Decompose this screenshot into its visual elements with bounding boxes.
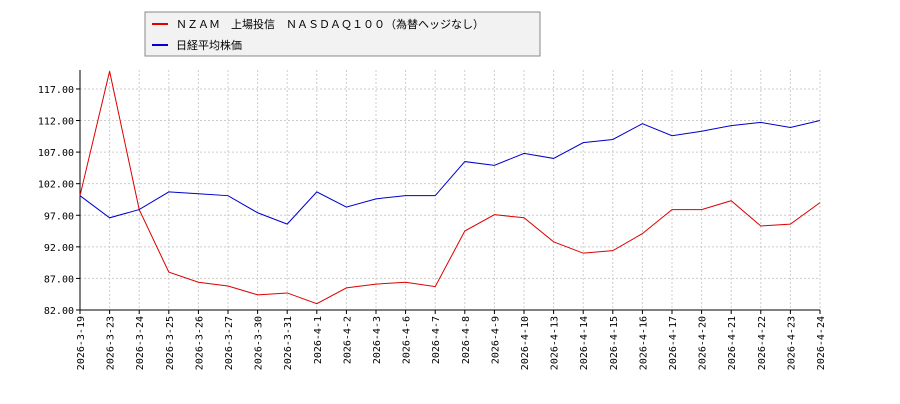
x-tick-label: 2026-3-25 bbox=[165, 316, 176, 370]
x-tick-label: 2026-3-31 bbox=[283, 316, 294, 370]
y-tick-label: 102.00 bbox=[38, 180, 74, 191]
x-tick-label: 2026-4-20 bbox=[698, 316, 709, 370]
y-tick-label: 82.00 bbox=[44, 306, 74, 317]
x-tick-label: 2026-4-8 bbox=[461, 316, 472, 364]
x-tick-label: 2026-4-1 bbox=[313, 316, 324, 364]
series-line bbox=[79, 71, 821, 305]
x-tick-label: 2026-3-27 bbox=[224, 316, 235, 370]
x-tick-label: 2026-4-13 bbox=[550, 316, 561, 370]
legend-label: ＮＺＡＭ 上場投信 ＮＡＳＤＡＱ１００（為替ヘッジなし） bbox=[176, 17, 484, 31]
x-tick-label: 2026-3-19 bbox=[76, 316, 87, 370]
x-tick-label: 2026-4-23 bbox=[786, 316, 797, 370]
x-tick-label: 2026-4-6 bbox=[402, 316, 413, 364]
x-tick-label: 2026-4-21 bbox=[727, 316, 738, 370]
x-tick-label: 2026-4-10 bbox=[520, 316, 531, 370]
x-tick-label: 2026-4-2 bbox=[342, 316, 353, 364]
y-tick-label: 87.00 bbox=[44, 274, 74, 285]
series-line bbox=[79, 120, 821, 225]
x-tick-label: 2026-4-3 bbox=[372, 316, 383, 364]
y-tick-label: 92.00 bbox=[44, 243, 74, 254]
y-tick-label: 117.00 bbox=[38, 85, 74, 96]
y-tick-label: 107.00 bbox=[38, 148, 74, 159]
x-tick-label: 2026-4-17 bbox=[668, 316, 679, 370]
y-tick-label: 112.00 bbox=[38, 117, 74, 128]
x-tick-label: 2026-4-16 bbox=[638, 316, 649, 370]
x-tick-label: 2026-3-30 bbox=[254, 316, 265, 370]
x-tick-label: 2026-3-23 bbox=[106, 316, 117, 370]
x-tick-label: 2026-3-26 bbox=[194, 316, 205, 370]
x-tick-label: 2026-4-7 bbox=[431, 316, 442, 364]
y-tick-label: 97.00 bbox=[44, 211, 74, 222]
x-tick-label: 2026-4-9 bbox=[490, 316, 501, 364]
x-tick-label: 2026-4-24 bbox=[816, 316, 827, 370]
x-tick-label: 2026-4-22 bbox=[757, 316, 768, 370]
x-tick-label: 2026-4-14 bbox=[579, 316, 590, 370]
x-tick-label: 2026-4-15 bbox=[609, 316, 620, 370]
legend-label: 日経平均株価 bbox=[176, 38, 242, 52]
x-tick-label: 2026-3-24 bbox=[135, 316, 146, 370]
legend-box bbox=[144, 11, 541, 57]
